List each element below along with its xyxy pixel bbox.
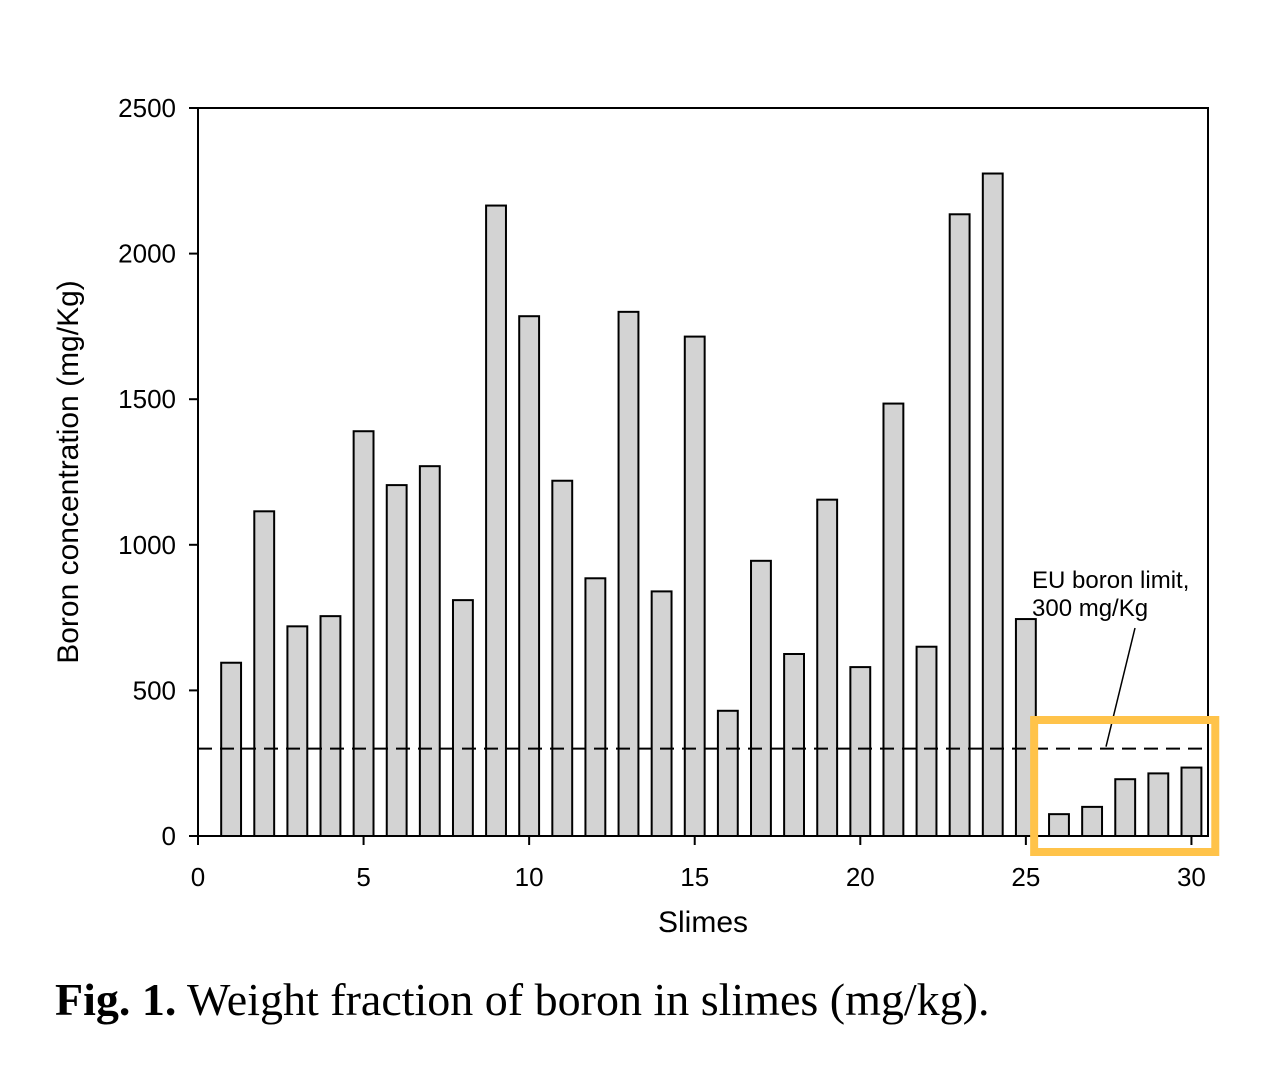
y-tick-label: 500	[133, 675, 176, 705]
bar-slime-7	[418, 465, 441, 837]
y-tick-label: 1000	[118, 530, 176, 560]
caption-label: Fig. 1.	[55, 974, 177, 1025]
bar-slime-23	[948, 213, 971, 837]
bar-slime-30	[1180, 766, 1203, 837]
annotation-line1: EU boron limit,	[1032, 567, 1189, 594]
bar-slime-12	[584, 577, 607, 838]
bar-slime-20	[849, 666, 872, 837]
bar-slime-24	[981, 172, 1004, 837]
bar-slime-16	[716, 709, 739, 837]
y-axis-label: Boron concentration (mg/Kg)	[52, 280, 85, 664]
figure-caption: Fig. 1. Weight fraction of boron in slim…	[55, 970, 1255, 1030]
plot-frame	[197, 107, 1209, 837]
bars-group	[220, 172, 1203, 838]
x-tick-label: 0	[191, 862, 205, 892]
x-tick-label: 10	[515, 862, 544, 892]
bar-slime-2	[253, 510, 276, 837]
caption-text: Weight fraction of boron in slimes (mg/k…	[176, 974, 990, 1025]
bar-slime-29	[1147, 772, 1170, 838]
bar-slime-8	[451, 599, 474, 837]
y-tick-label: 2500	[118, 93, 176, 123]
bar-slime-4	[319, 615, 342, 837]
y-tick-label: 0	[162, 821, 176, 851]
x-tick-label: 25	[1011, 862, 1040, 892]
bar-chart: EU boron limit, 300 mg/Kg 0 500 1000 1500 20…	[52, 93, 1220, 939]
bar-slime-21	[882, 402, 905, 837]
bar-slime-6	[385, 484, 408, 837]
x-tick-label: 20	[846, 862, 875, 892]
bar-slime-26	[1048, 813, 1070, 837]
y-axis: 0 500 1000 1500 2000 2500	[118, 93, 198, 851]
bar-slime-28	[1114, 778, 1137, 838]
x-axis: 0 5 10 15 20 25 30	[191, 836, 1206, 892]
x-axis-label: Slimes	[658, 906, 748, 939]
bar-slime-9	[485, 204, 507, 837]
bar-slime-17	[750, 559, 772, 837]
y-tick-label: 2000	[118, 239, 176, 269]
y-tick-label: 1500	[118, 384, 176, 414]
bar-slime-22	[915, 645, 938, 837]
bar-slime-27	[1081, 805, 1104, 838]
bar-slime-19	[816, 498, 839, 837]
x-tick-label: 30	[1177, 862, 1206, 892]
bar-slime-15	[683, 335, 706, 837]
annotation-line2: 300 mg/Kg	[1032, 595, 1148, 622]
bar-slime-14	[650, 590, 673, 838]
bar-slime-5	[352, 430, 375, 837]
bar-slime-18	[783, 653, 806, 837]
bar-slime-11	[551, 479, 574, 837]
bar-slime-10	[518, 315, 541, 837]
x-tick-label: 5	[356, 862, 370, 892]
bar-slime-13	[617, 310, 640, 837]
bar-slime-3	[286, 625, 309, 837]
highlight-box	[1030, 716, 1220, 856]
x-tick-label: 15	[680, 862, 709, 892]
annotation-leader-line	[1105, 627, 1136, 747]
